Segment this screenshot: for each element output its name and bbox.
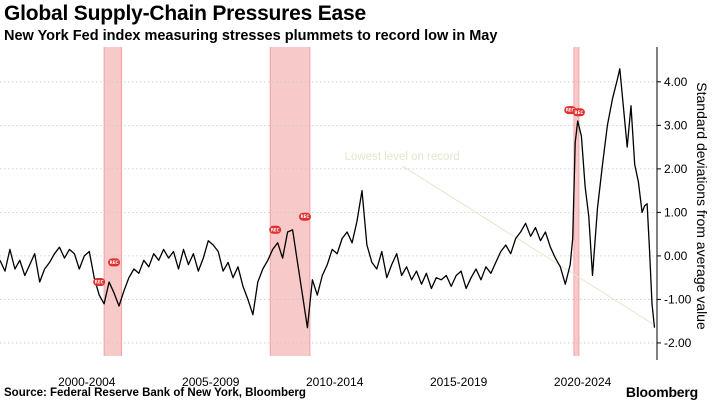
badge-label: REC: [301, 214, 310, 219]
badge-label: REC: [110, 260, 119, 265]
series-group: [0, 68, 656, 329]
badge-label: REC: [95, 280, 104, 285]
y-tick-label: 1.00: [664, 205, 688, 219]
badge-pill: [93, 278, 106, 287]
badge-label: REC: [566, 108, 575, 113]
recession-badge-2: REC: [269, 225, 282, 234]
x-tick-label: 2020-2024: [554, 375, 612, 389]
recession-badge-3: REC: [298, 212, 311, 221]
annotation-group: Lowest level on record: [345, 151, 653, 325]
y-tick-label: 3.00: [664, 118, 688, 132]
recession-band-0: [104, 47, 122, 356]
x-axis-ticks: 2000-2004 2005-2009 2010-2014 2015-2019 2020…: [58, 375, 612, 389]
recession-band-2: [573, 47, 579, 356]
badge-pill: [298, 212, 311, 221]
x-tick-label: 2015-2019: [430, 375, 488, 389]
y-axis: 4.00 3.00 2.00 1.00 0.00 -1.00 -2.00: [656, 47, 692, 360]
badge-label: REC: [575, 110, 584, 115]
y-tick-label: 2.00: [664, 162, 688, 176]
badge-pill: [572, 108, 585, 117]
y-axis-label: Standard deviations from average value: [694, 82, 710, 330]
gridlines: [0, 81, 657, 344]
badge-pill: [269, 225, 282, 234]
y-tick-label: -2.00: [664, 336, 692, 350]
recession-badge-1: REC: [93, 278, 106, 287]
badge-pill: [108, 258, 121, 267]
y-tick-label: 4.00: [664, 75, 688, 89]
annotation-pointer: [402, 165, 653, 325]
chart-title: Global Supply-Chain Pressures Ease: [4, 2, 366, 25]
source-note: Source: Federal Reserve Bank of New York…: [4, 387, 306, 399]
recession-badge-5: REC: [572, 108, 585, 117]
annotation-label: Lowest level on record: [345, 151, 460, 163]
series-line-0: [0, 68, 656, 329]
x-tick-label: 2000-2004: [58, 375, 116, 389]
y-tick-label: 0.00: [664, 249, 688, 263]
badge-label: REC: [271, 227, 280, 232]
recession-bands: [103, 47, 580, 356]
bloomberg-logo: Bloomberg: [625, 384, 698, 400]
recession-band-1: [270, 47, 310, 356]
y-tick-label: -1.00: [664, 292, 692, 306]
x-tick-label: 2005-2009: [182, 375, 240, 389]
chart-subtitle: New York Fed index measuring stresses pl…: [4, 28, 498, 44]
x-tick-label: 2010-2014: [306, 375, 364, 389]
recession-badge-0: REC: [108, 258, 121, 267]
